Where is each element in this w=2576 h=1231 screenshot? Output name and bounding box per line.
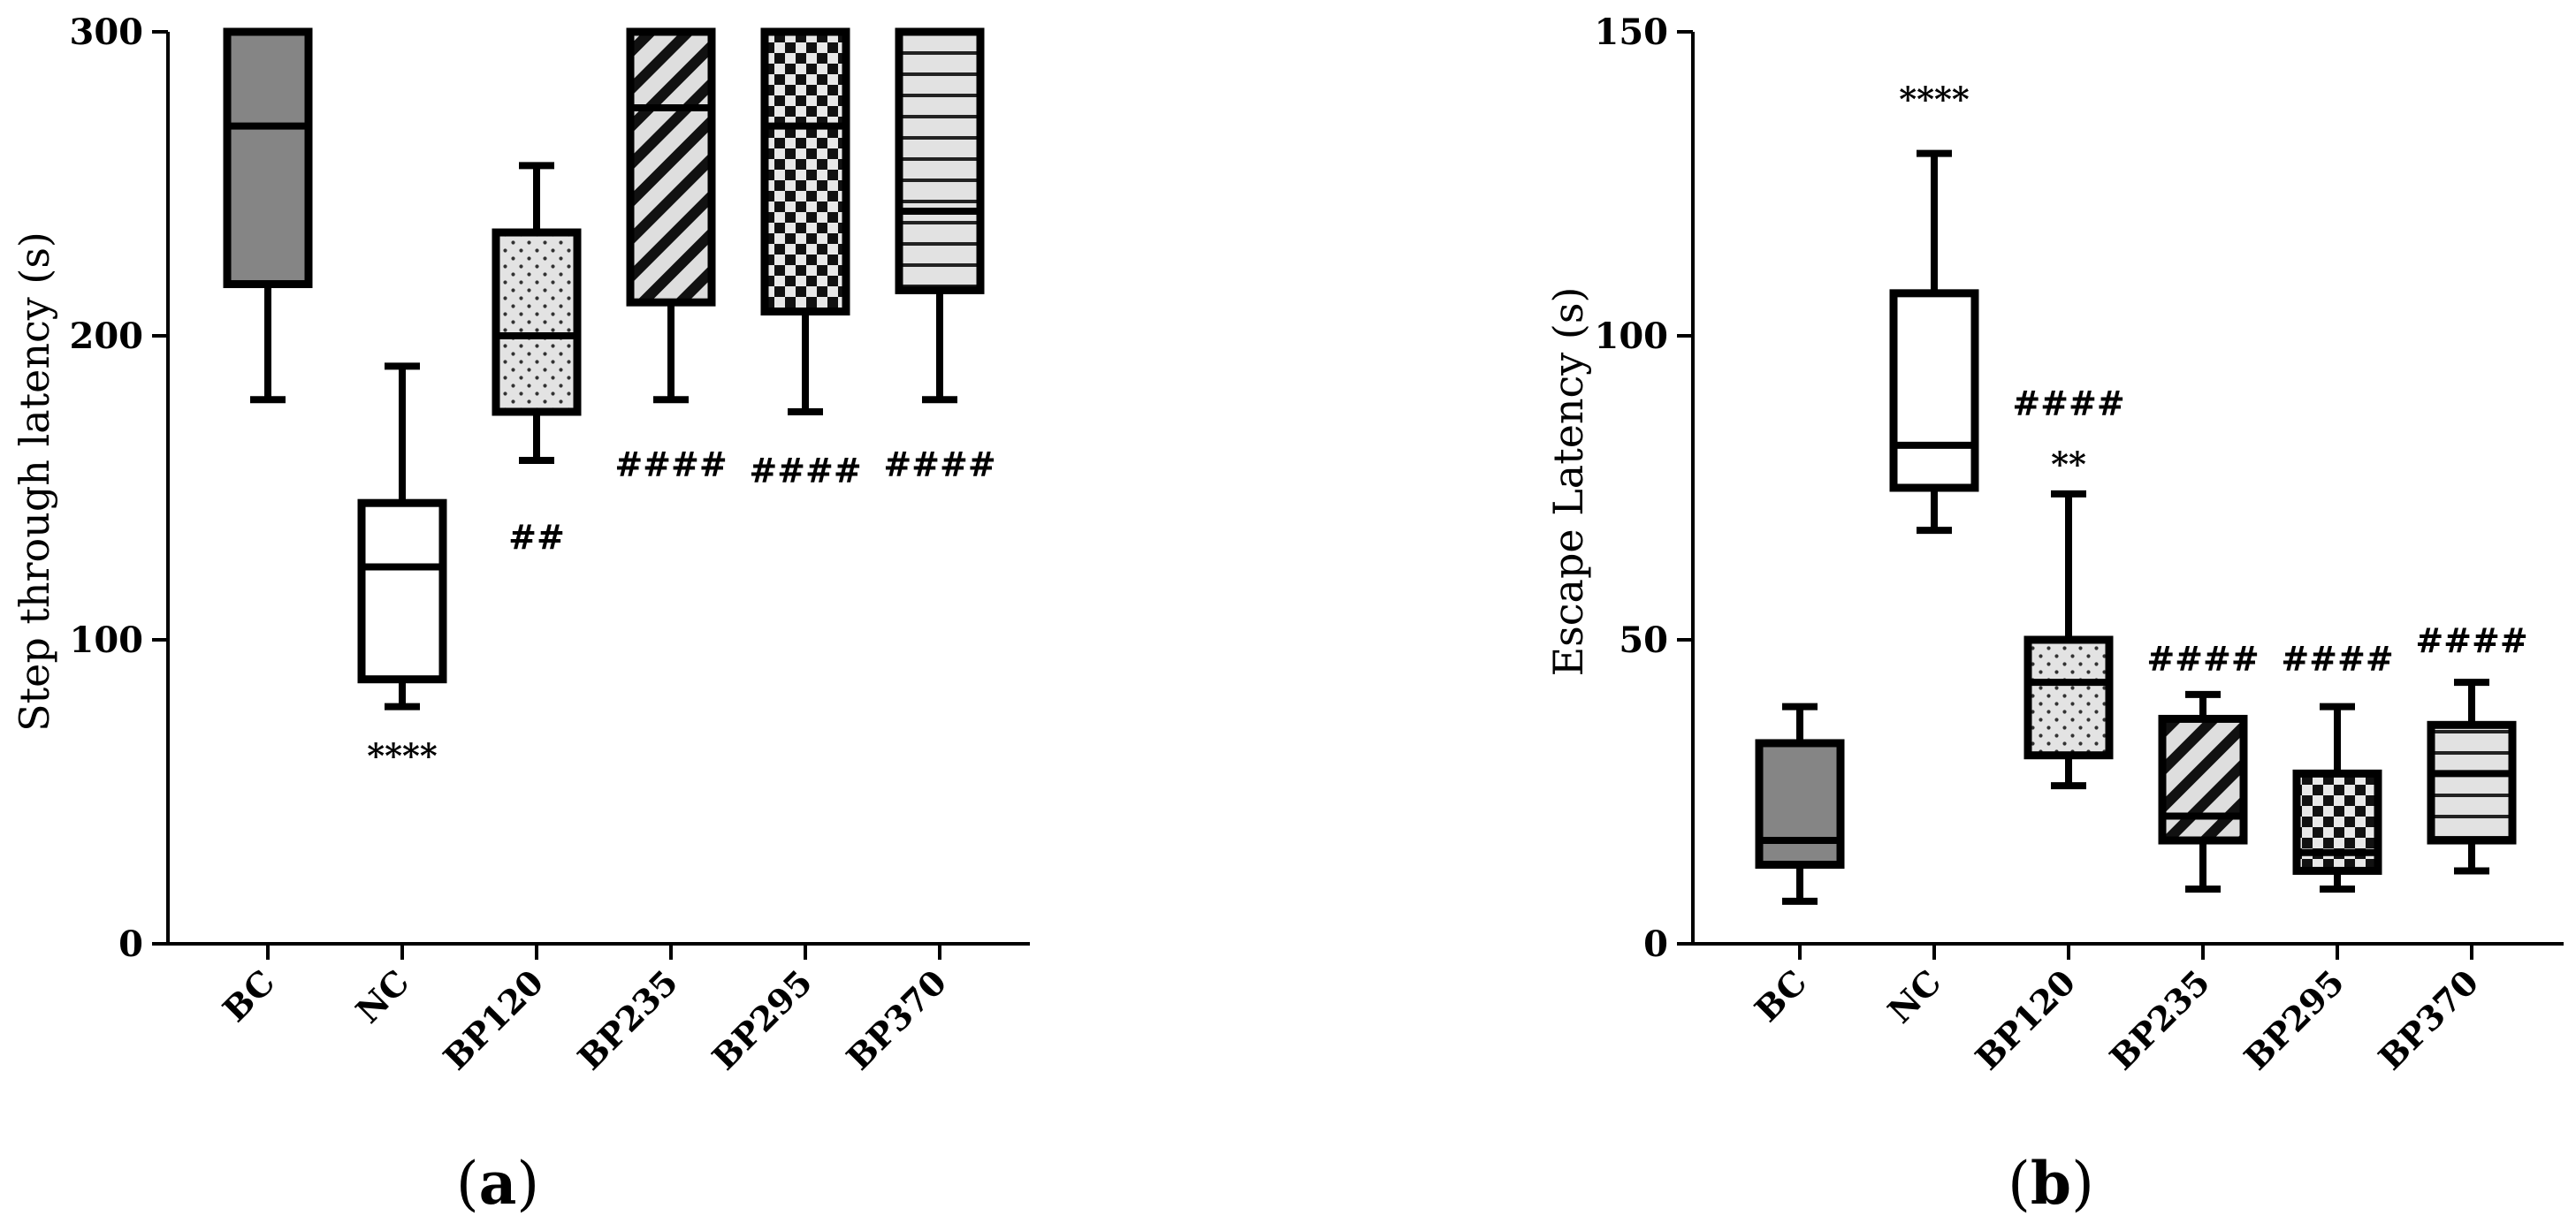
category-label: BP295 bbox=[2237, 962, 2352, 1078]
box-bp295 bbox=[2292, 703, 2382, 893]
iqr-box bbox=[1889, 289, 1979, 492]
y-tick-label: 100 bbox=[70, 619, 144, 661]
significance-marker: ** bbox=[2051, 444, 2086, 483]
category-label: NC bbox=[348, 962, 417, 1031]
box-bp235 bbox=[2158, 690, 2248, 893]
y-axis-label: Escape Latency (s) bbox=[1544, 287, 1592, 677]
panel-label-b: (b) bbox=[2008, 1149, 2094, 1218]
y-tick-label: 300 bbox=[70, 11, 144, 53]
panel-b: Escape Latency (s) 0 50 100 150 **** #### ** #… bbox=[1544, 11, 2564, 1077]
significance-marker: #### bbox=[2146, 639, 2259, 679]
significance-marker: **** bbox=[367, 736, 438, 776]
box-nc bbox=[357, 362, 447, 710]
iqr-box bbox=[2158, 714, 2248, 845]
box-bp370 bbox=[2427, 679, 2517, 875]
panel-label-a: (a) bbox=[456, 1149, 539, 1218]
panel-label-close: ) bbox=[516, 1150, 539, 1218]
significance-marker: #### bbox=[614, 444, 727, 483]
significance-marker: #### bbox=[2012, 384, 2124, 423]
iqr-box bbox=[760, 27, 850, 315]
iqr-box bbox=[223, 27, 313, 289]
y-tick-label: 0 bbox=[1643, 923, 1668, 965]
box-bp235 bbox=[626, 27, 716, 404]
significance-marker: #### bbox=[749, 450, 861, 490]
box-bc bbox=[223, 27, 313, 404]
panel-label-close: ) bbox=[2071, 1150, 2094, 1218]
category-label: BP370 bbox=[839, 962, 955, 1078]
y-tick-label: 0 bbox=[118, 923, 143, 965]
box-bp295 bbox=[760, 27, 850, 415]
significance-marker: #### bbox=[2281, 639, 2393, 679]
y-tick-label: 200 bbox=[70, 315, 144, 357]
iqr-box bbox=[895, 27, 985, 294]
category-label: BP120 bbox=[436, 962, 552, 1078]
panel-label-letter: a bbox=[479, 1149, 517, 1218]
y-axis-label: Step through latency (s) bbox=[11, 232, 58, 732]
iqr-box bbox=[1755, 739, 1845, 870]
category-label: BP295 bbox=[705, 962, 820, 1078]
category-label: BP235 bbox=[570, 962, 686, 1078]
iqr-box bbox=[2427, 720, 2517, 845]
significance-marker: #### bbox=[883, 444, 995, 483]
iqr-box bbox=[626, 27, 716, 307]
y-tick-label: 100 bbox=[1595, 315, 1669, 357]
panel-label-open: ( bbox=[456, 1150, 479, 1218]
box-bp120 bbox=[2023, 490, 2114, 790]
category-label: BP370 bbox=[2371, 962, 2487, 1078]
category-label: BC bbox=[215, 962, 282, 1030]
category-label: BP235 bbox=[2102, 962, 2218, 1078]
y-tick-label: 150 bbox=[1595, 11, 1669, 53]
significance-marker: **** bbox=[1899, 80, 1970, 119]
box-bp370 bbox=[895, 27, 985, 404]
iqr-box bbox=[2023, 635, 2114, 760]
iqr-box bbox=[2292, 769, 2382, 875]
box-bc bbox=[1755, 703, 1845, 905]
significance-marker: #### bbox=[2415, 620, 2527, 660]
panel-label-open: ( bbox=[2008, 1150, 2031, 1218]
iqr-box bbox=[357, 498, 447, 684]
box-bp120 bbox=[492, 162, 582, 465]
category-label: BP120 bbox=[1968, 962, 2084, 1078]
panel-a: Step through latency (s) 0 100 200 300 ****… bbox=[11, 11, 1030, 1077]
category-label: NC bbox=[1880, 962, 1949, 1031]
iqr-box bbox=[492, 228, 582, 416]
panel-label-letter: b bbox=[2031, 1149, 2071, 1218]
category-label: BC bbox=[1747, 962, 1814, 1030]
significance-marker: ## bbox=[508, 517, 565, 557]
y-tick-label: 50 bbox=[1619, 619, 1668, 661]
box-nc bbox=[1889, 149, 1979, 535]
